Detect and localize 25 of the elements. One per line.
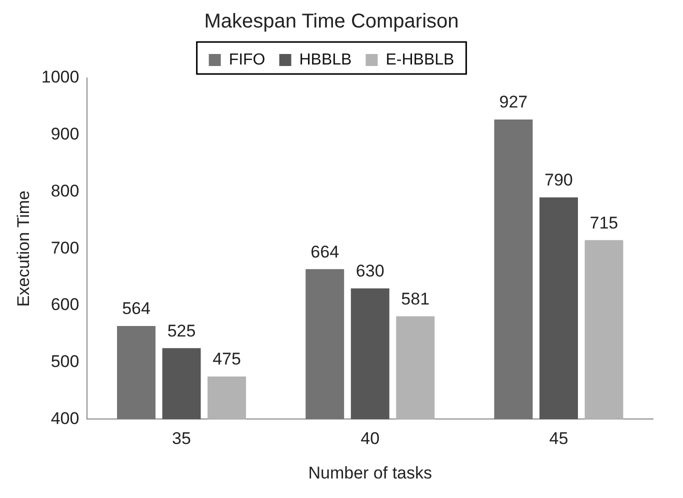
data-label: 715 <box>590 213 618 232</box>
x-axis-title: Number of tasks <box>308 463 432 482</box>
data-label: 630 <box>356 262 384 281</box>
data-label: 525 <box>167 321 196 340</box>
data-label: 564 <box>122 299 150 318</box>
data-label: 475 <box>212 350 241 369</box>
y-tick-label: 700 <box>50 238 80 258</box>
legend-label: HBBLB <box>299 51 352 68</box>
x-tick-label: 35 <box>172 429 191 448</box>
data-label: 581 <box>401 289 430 308</box>
x-tick-label: 45 <box>549 429 568 448</box>
y-tick-label: 600 <box>50 295 80 314</box>
y-axis-title: Execution Time <box>14 190 33 307</box>
y-tick-label: 500 <box>50 352 80 372</box>
data-label: 927 <box>499 92 528 112</box>
y-tick-label: 800 <box>50 181 80 200</box>
y-tick-label: 900 <box>50 124 80 144</box>
chart-title: Makespan Time Comparison <box>204 10 459 33</box>
x-tick-label: 40 <box>360 429 380 448</box>
y-tick-label: 400 <box>50 408 80 428</box>
y-tick-label: 1000 <box>41 68 80 87</box>
data-label: 790 <box>544 170 573 190</box>
legend-label: FIFO <box>228 51 266 68</box>
legend-label: E-HBBLB <box>386 51 454 68</box>
data-label: 664 <box>310 242 340 262</box>
